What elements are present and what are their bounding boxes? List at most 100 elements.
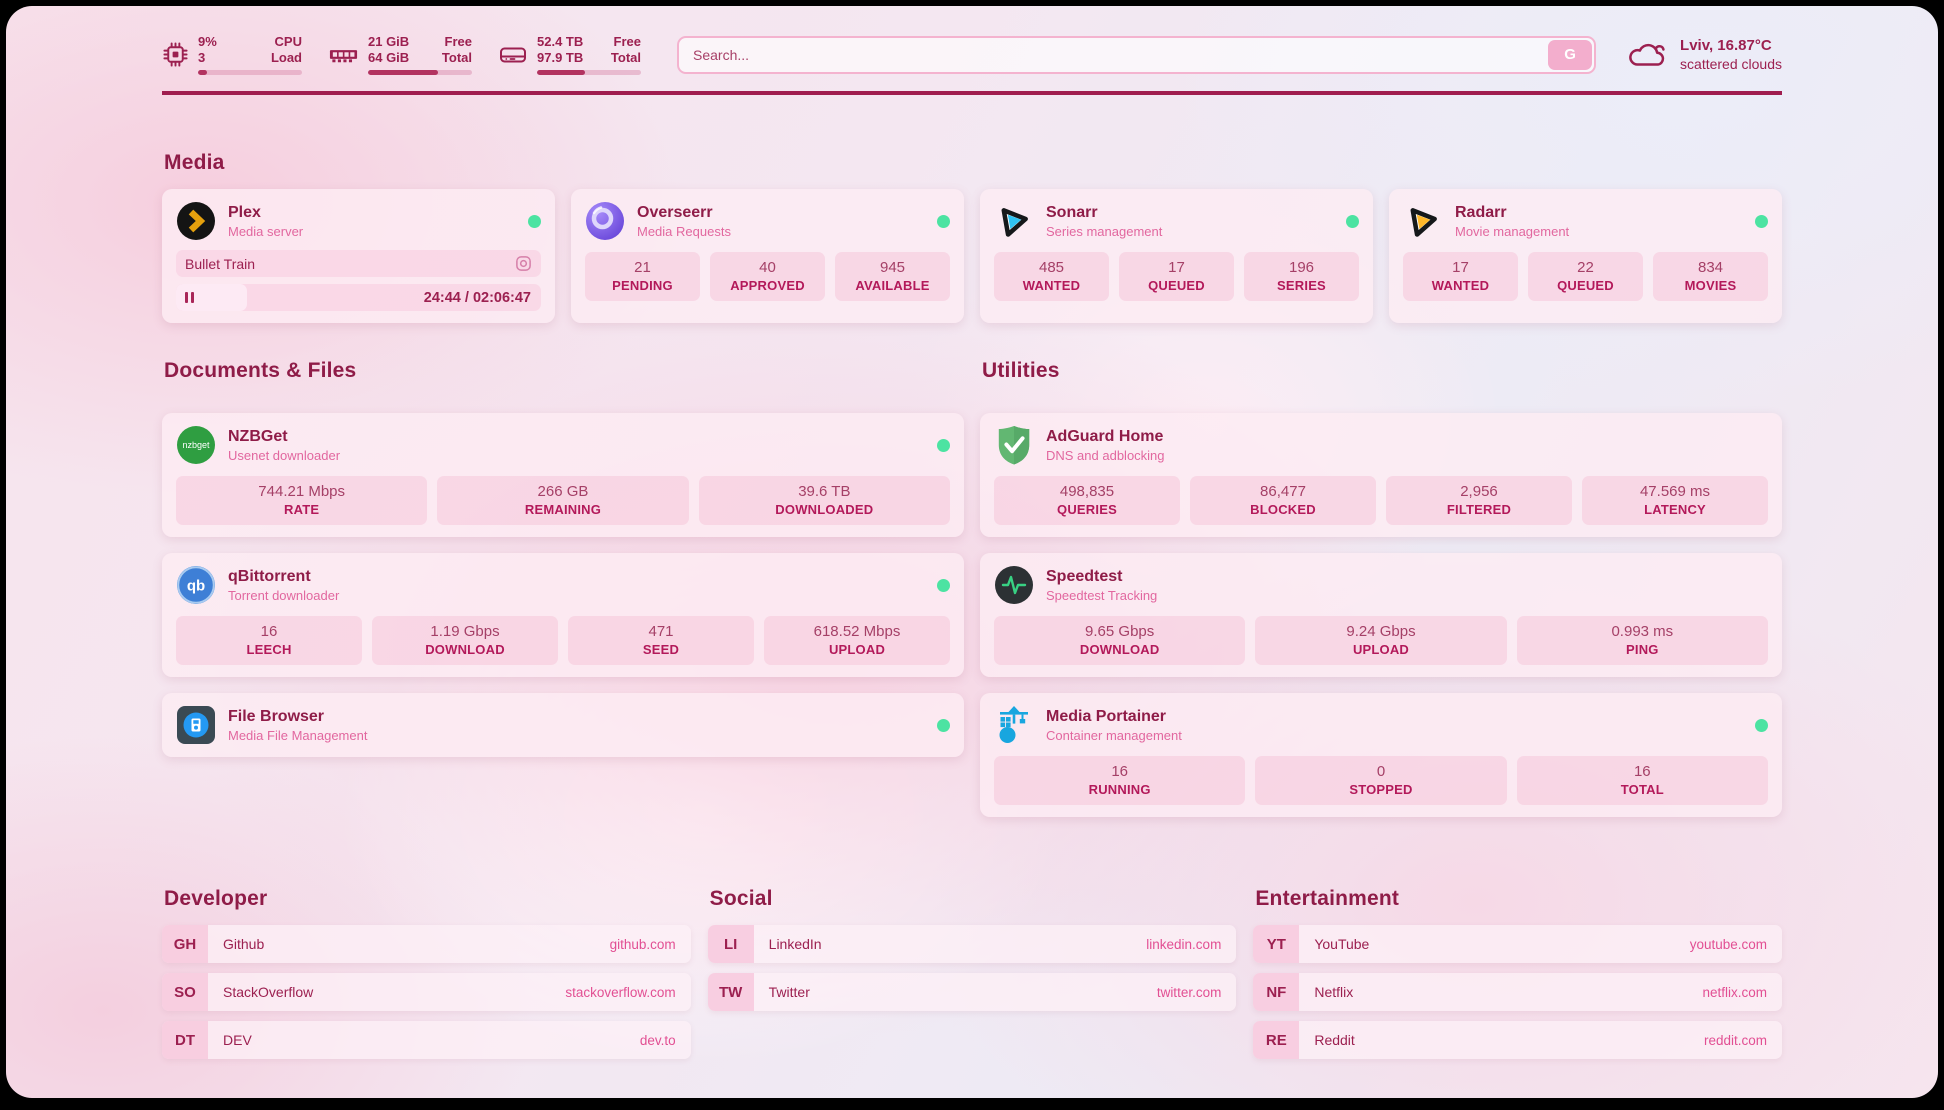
service-card-adguard[interactable]: AdGuard Home DNS and adblocking 498,835 … <box>980 413 1782 537</box>
disk-progress-bar <box>537 70 641 75</box>
stat-queued: 17 QUEUED <box>1119 252 1234 301</box>
top-bar: 9% 3 CPU Load <box>162 6 1782 75</box>
cpu-usage-value: 9% <box>198 34 217 49</box>
playback-time: 24:44 / 02:06:47 <box>423 289 531 306</box>
stat-movies: 834 MOVIES <box>1653 252 1768 301</box>
cpu-icon <box>162 41 189 68</box>
stat-running: 16 RUNNING <box>994 756 1246 805</box>
stat-downloaded: 39.6 TB DOWNLOADED <box>698 476 950 525</box>
stat-pending: 21 PENDING <box>585 252 700 301</box>
cpu-load-value: 3 <box>198 50 206 65</box>
stat-series: 196 SERIES <box>1244 252 1359 301</box>
stat-approved: 40 APPROVED <box>710 252 825 301</box>
bookmark-twitter[interactable]: TW Twitter twitter.com <box>707 973 1237 1011</box>
service-description: Media File Management <box>228 727 368 743</box>
stat-wanted: 485 WANTED <box>994 252 1109 301</box>
playback-progress-fill <box>176 284 248 311</box>
memory-progress-fill <box>368 70 438 75</box>
pause-icon <box>185 292 188 303</box>
playback-progress-bar[interactable]: 24:44 / 02:06:47 <box>176 284 541 311</box>
search-provider-button[interactable]: G <box>1548 39 1593 70</box>
documents-section-title: Documents & Files <box>164 359 357 382</box>
speedtest-icon <box>994 565 1034 605</box>
service-card-filebrowser[interactable]: File Browser Media File Management <box>162 693 964 757</box>
bookmark-name: Github <box>223 936 265 952</box>
status-dot <box>937 438 950 452</box>
service-card-portainer[interactable]: Media Portainer Container management 16 … <box>980 693 1782 817</box>
bookmark-youtube[interactable]: YT YouTube youtube.com <box>1253 925 1782 963</box>
service-name: qBittorrent <box>228 567 311 585</box>
radarr-icon <box>1403 201 1443 241</box>
stat-remaining: 266 GB REMAINING <box>437 476 689 525</box>
section-documents: Documents & Files nzbget NZBGet Usenet d… <box>162 359 964 817</box>
weather-condition: scattered clouds <box>1680 56 1782 72</box>
sonarr-icon <box>994 201 1034 241</box>
bookmark-group-entertainment: Entertainment YT YouTube youtube.com NF … <box>1253 887 1782 1069</box>
portainer-icon <box>994 705 1034 745</box>
memory-free-label: Free <box>444 34 472 49</box>
service-name: AdGuard Home <box>1046 427 1164 445</box>
stat-stopped: 0 STOPPED <box>1255 756 1507 805</box>
service-description: Torrent downloader <box>228 587 340 603</box>
svg-text:qb: qb <box>187 578 205 595</box>
stat-rate: 744.21 Mbps RATE <box>176 476 428 525</box>
status-dot <box>937 578 950 592</box>
service-name: Plex <box>228 203 261 221</box>
bookmark-name: Reddit <box>1314 1032 1355 1048</box>
bookmark-linkedin[interactable]: LI LinkedIn linkedin.com <box>707 925 1237 963</box>
bookmark-name: Netflix <box>1314 984 1354 1000</box>
service-card-plex[interactable]: Plex Media server Bullet Train <box>162 189 555 323</box>
stat-latency: 47.569 ms LATENCY <box>1582 476 1768 525</box>
service-name: NZBGet <box>228 427 288 445</box>
stat-download: 9.65 Gbps DOWNLOAD <box>994 616 1246 665</box>
disk-icon <box>498 43 528 67</box>
cpu-progress-fill <box>198 70 208 75</box>
stat-upload: 618.52 Mbps UPLOAD <box>764 616 950 665</box>
system-stats: 9% 3 CPU Load <box>162 34 641 75</box>
plex-icon <box>176 201 216 241</box>
bookmark-github[interactable]: GH Github github.com <box>162 925 691 963</box>
media-section-title: Media <box>164 151 225 174</box>
adguard-icon <box>994 425 1034 465</box>
stat-available: 945 AVAILABLE <box>835 252 950 301</box>
cloud-icon <box>1626 38 1670 71</box>
developer-section-title: Developer <box>164 887 268 910</box>
stat-download: 1.19 Gbps DOWNLOAD <box>372 616 558 665</box>
status-dot <box>1755 214 1768 228</box>
service-card-overseerr[interactable]: Overseerr Media Requests 21 PENDING 40 A… <box>571 189 964 323</box>
memory-total-value: 64 GiB <box>368 50 410 65</box>
bookmark-netflix[interactable]: NF Netflix netflix.com <box>1253 973 1782 1011</box>
svg-text:nzbget: nzbget <box>182 440 210 450</box>
service-name: Sonarr <box>1046 203 1098 221</box>
bookmark-reddit[interactable]: RE Reddit reddit.com <box>1253 1021 1782 1059</box>
bookmark-dev[interactable]: DT DEV dev.to <box>162 1021 691 1059</box>
service-card-radarr[interactable]: Radarr Movie management 17 WANTED 22 QUE… <box>1389 189 1782 323</box>
bookmark-abbr: SO <box>162 973 208 1011</box>
bookmark-abbr: GH <box>162 925 208 963</box>
weather-widget[interactable]: Lviv, 16.87°C scattered clouds <box>1626 36 1782 73</box>
bookmark-url: reddit.com <box>1703 1032 1767 1048</box>
bookmark-group-social: Social LI LinkedIn linkedin.com TW Twitt… <box>707 887 1237 1069</box>
service-description: Media server <box>228 223 304 239</box>
bookmark-name: Twitter <box>768 984 810 1000</box>
bookmark-abbr: LI <box>707 925 754 963</box>
search-input[interactable] <box>677 35 1597 74</box>
stat-leech: 16 LEECH <box>176 616 362 665</box>
bookmark-name: YouTube <box>1314 936 1370 952</box>
cpu-progress-bar <box>198 70 302 75</box>
bookmark-name: LinkedIn <box>768 936 822 952</box>
memory-icon <box>328 43 359 67</box>
service-card-nzbget[interactable]: nzbget NZBGet Usenet downloader 744.21 M… <box>162 413 964 537</box>
stat-wanted: 17 WANTED <box>1403 252 1518 301</box>
disk-free-label: Free <box>613 34 641 49</box>
service-description: Media Requests <box>637 223 731 239</box>
status-dot <box>1346 214 1359 228</box>
overseerr-icon <box>585 201 625 241</box>
service-card-speedtest[interactable]: Speedtest Speedtest Tracking 9.65 Gbps D… <box>980 553 1782 677</box>
stat-blocked: 86,477 BLOCKED <box>1190 476 1376 525</box>
bookmark-group-developer: Developer GH Github github.com SO StackO… <box>162 887 691 1069</box>
service-card-sonarr[interactable]: Sonarr Series management 485 WANTED 17 Q… <box>980 189 1373 323</box>
bookmark-stackoverflow[interactable]: SO StackOverflow stackoverflow.com <box>162 973 691 1011</box>
stat-ping: 0.993 ms PING <box>1516 616 1768 665</box>
service-card-qbittorrent[interactable]: qb qBittorrent Torrent downloader 16 LEE… <box>162 553 964 677</box>
